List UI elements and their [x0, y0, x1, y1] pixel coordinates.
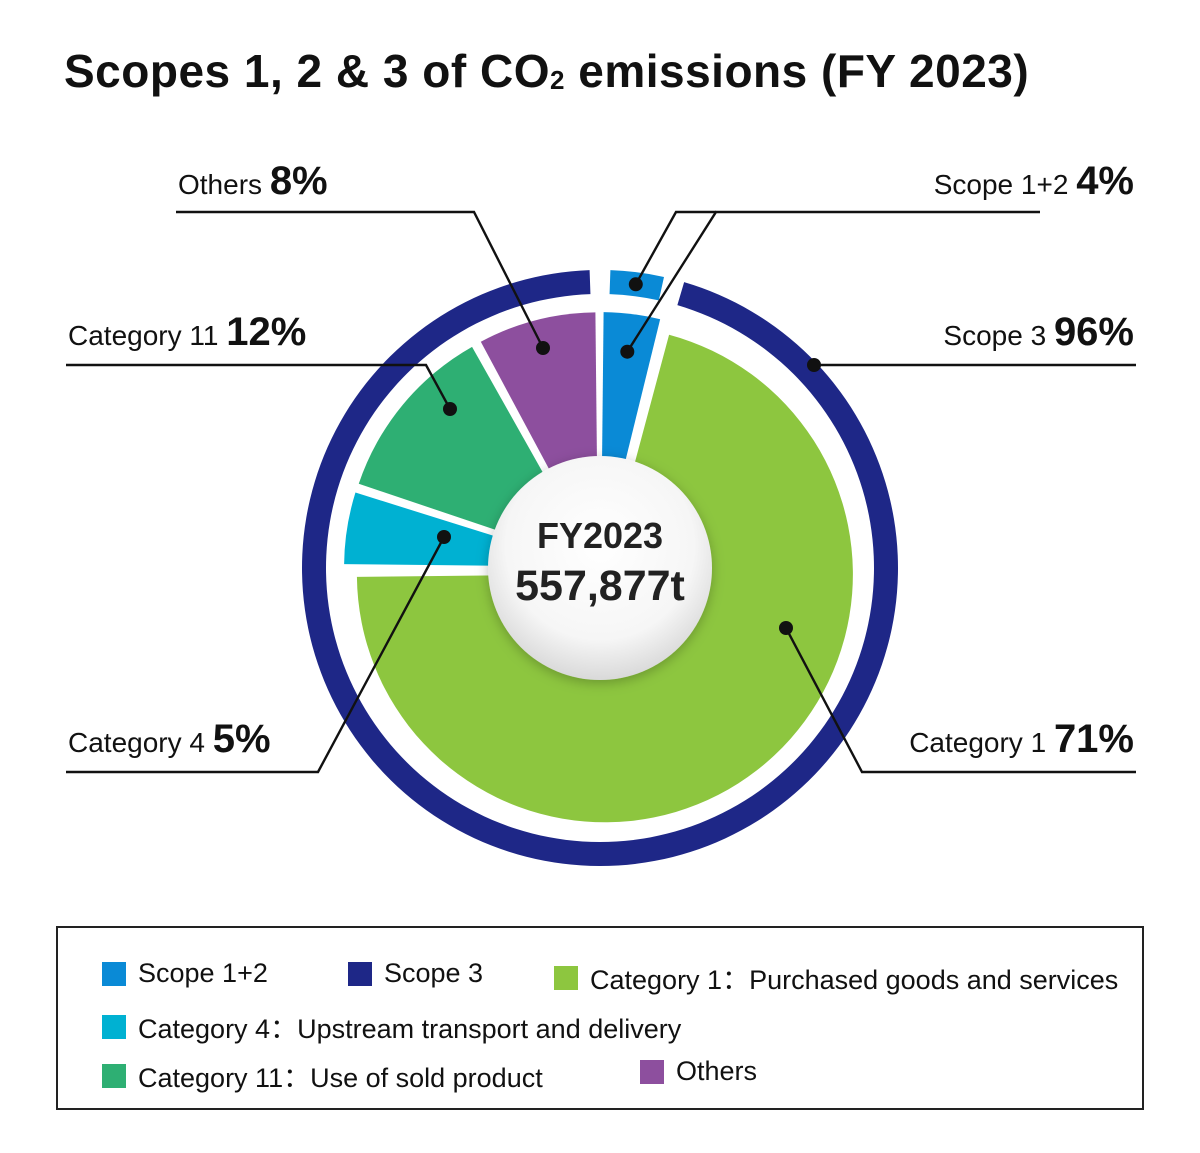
slice-label-percent: 71% — [1054, 717, 1134, 761]
slice-label-category-4: Category 4 5% — [68, 717, 271, 761]
slice-label-scope-3: Scope 3 96% — [943, 310, 1134, 354]
chart-title: Scopes 1, 2 & 3 of CO2 emissions (FY 202… — [64, 44, 1029, 98]
slice-label-category-11: Category 11 12% — [68, 310, 306, 354]
legend-item-others: Others — [640, 1056, 757, 1087]
slice-label-others: Others 8% — [178, 159, 328, 203]
legend-swatch — [102, 961, 126, 986]
slice-label-scope-1-2: Scope 1+2 4% — [934, 159, 1134, 203]
legend-swatch — [102, 1014, 126, 1039]
slice-label-percent: 12% — [226, 310, 306, 354]
slice-label-percent: 5% — [213, 717, 271, 761]
legend-item-category-1: Category 1：Purchased goods and services — [554, 958, 1118, 997]
chart-title-suffix: emissions (FY 2023) — [564, 45, 1030, 97]
slice-label-name: Category 11 — [68, 320, 226, 351]
legend-label: Category 1：Purchased goods and services — [590, 965, 1119, 995]
legend-item-scope-1-2: Scope 1+2 — [102, 958, 268, 989]
center-disc: FY2023 557,877t — [488, 456, 712, 680]
leader-line-outer-scope-1-2 — [634, 210, 716, 285]
slice-label-name: Scope 1+2 — [934, 169, 1076, 200]
slice-label-percent: 96% — [1054, 310, 1134, 354]
leader-dot-scope-3 — [807, 358, 821, 372]
leader-dot-category-4 — [437, 530, 451, 544]
slice-label-name: Others — [178, 169, 270, 200]
chart-title-prefix: Scopes 1, 2 & 3 of CO — [64, 45, 550, 97]
legend-item-scope-3: Scope 3 — [348, 958, 483, 989]
legend-swatch — [640, 1059, 664, 1084]
leader-lines — [66, 210, 1136, 774]
slice-labels: Scope 1+2 4%Scope 3 96%Category 1 71%Cat… — [68, 159, 1134, 761]
leader-line-others — [176, 210, 545, 349]
leader-line-category-11 — [66, 363, 452, 410]
legend-label: Scope 3 — [384, 958, 484, 988]
legend-swatch — [348, 961, 372, 986]
leader-line-category-1 — [784, 627, 1136, 774]
leader-dot-category-11 — [443, 402, 457, 416]
legend-swatch — [102, 1063, 126, 1088]
slice-label-category-1: Category 1 71% — [909, 717, 1134, 761]
legend-label: Scope 1+2 — [138, 958, 268, 988]
leader-line-category-4 — [66, 536, 446, 774]
slice-label-percent: 8% — [270, 159, 328, 203]
slice-label-percent: 4% — [1076, 159, 1134, 203]
slice-label-name: Category 4 — [68, 727, 213, 758]
legend-label: Category 4：Upstream transport and delive… — [138, 1014, 682, 1044]
center-total: 557,877t — [515, 562, 685, 610]
leader-dot-scope-1-2 — [620, 344, 635, 359]
center-circle — [488, 456, 712, 680]
legend-swatch — [554, 965, 578, 990]
leader-dot-category-1 — [779, 621, 793, 635]
legend: Scope 1+2 Scope 3 Category 1：Purchased goo… — [56, 926, 1144, 1110]
donut-chart: FY2023 557,877t Scope 1+2 4% Scope 3 96% C… — [66, 159, 1136, 867]
leader-dot-outer-scope-1-2 — [628, 277, 643, 292]
chart-title-subscript: 2 — [549, 65, 565, 95]
slice-label-name: Scope 3 — [943, 320, 1054, 351]
slice-label-name: Category 1 — [909, 727, 1054, 758]
legend-label: Category 11：Use of sold product — [138, 1063, 543, 1093]
center-year: FY2023 — [537, 515, 663, 556]
leader-dot-others — [536, 341, 550, 355]
legend-label: Others — [676, 1056, 758, 1086]
legend-item-category-4: Category 4：Upstream transport and delive… — [102, 1007, 681, 1046]
legend-item-category-11: Category 11：Use of sold product — [102, 1056, 543, 1095]
